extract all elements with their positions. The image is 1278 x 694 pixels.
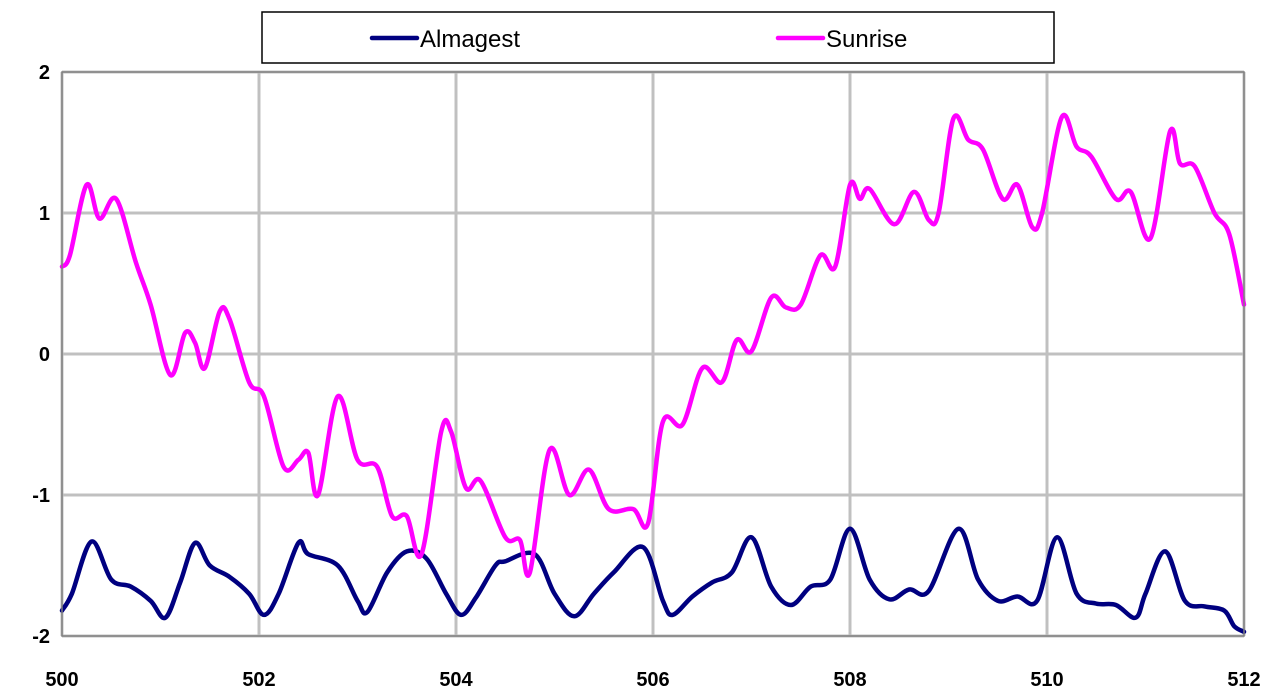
x-tick-label: 504 [439,669,473,691]
x-tick-label: 508 [833,669,866,691]
legend: Almagest Sunrise [261,11,1055,64]
y-tick-label: -1 [32,485,50,507]
x-tick-label: 512 [1227,669,1260,691]
x-tick-label: 506 [636,669,669,691]
x-tick-label: 500 [45,669,78,691]
x-axis: 500 502 504 506 508 510 512 [45,669,1260,691]
x-tick-label: 502 [242,669,275,691]
y-tick-label: -2 [32,626,50,648]
series-line-almagest [59,526,1247,635]
y-axis: 2 1 0 -1 -2 [32,62,50,648]
y-tick-label: 0 [39,344,50,366]
series-layer [59,112,1247,635]
plot-frame [61,71,1245,637]
y-tick-label: 2 [39,62,50,84]
y-tick-label: 1 [39,203,50,225]
x-tick-label: 510 [1030,669,1063,691]
series-line-sunrise [59,112,1247,578]
legend-label-almagest: Almagest [420,26,520,53]
legend-label-sunrise: Sunrise [826,26,907,53]
